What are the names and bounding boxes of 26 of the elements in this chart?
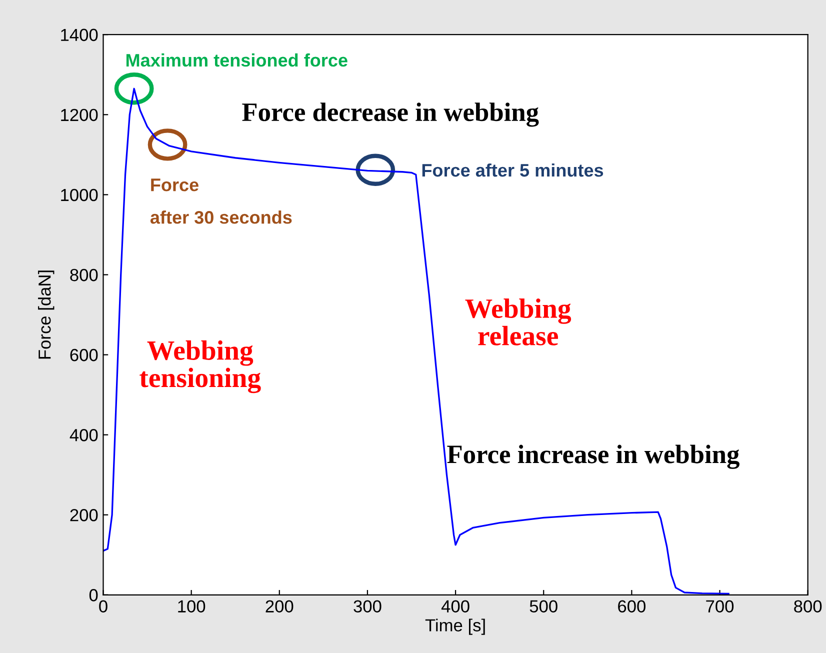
y-tick-label: 1200 [61,108,98,122]
x-axis-title: Time [s] [425,618,485,635]
x-tick-label: 700 [706,600,734,612]
annotation: Webbing tensioning [140,340,261,394]
annotation: Force after 30 seconds [150,178,292,224]
x-tick-label: 100 [178,600,206,612]
y-tick-label: 1000 [61,188,98,202]
annotation: Webbing release [465,298,572,346]
x-tick-label: 600 [618,600,646,612]
annotation: Maximum tensioned force [126,53,348,67]
y-tick-label: 800 [70,268,98,282]
y-tick-label: 200 [70,509,98,522]
x-tick-label: 800 [794,600,822,612]
x-tick-label: 500 [530,600,558,612]
x-tick-label: 0 [99,600,108,612]
x-tick-label: 400 [441,600,470,612]
x-tick-label: 300 [354,600,382,612]
y-tick-label: 400 [70,428,98,442]
annotation: Force after 5 minutes [422,163,604,177]
annotation: Force increase in webbing [447,444,740,469]
y-tick-label: 0 [89,589,98,602]
y-tick-label: 1400 [61,28,98,42]
annotation: Force decrease in webbing [242,102,539,127]
y-axis-title: Force [daN] [38,270,54,359]
x-tick-label: 200 [266,600,294,612]
y-tick-label: 600 [70,348,98,362]
